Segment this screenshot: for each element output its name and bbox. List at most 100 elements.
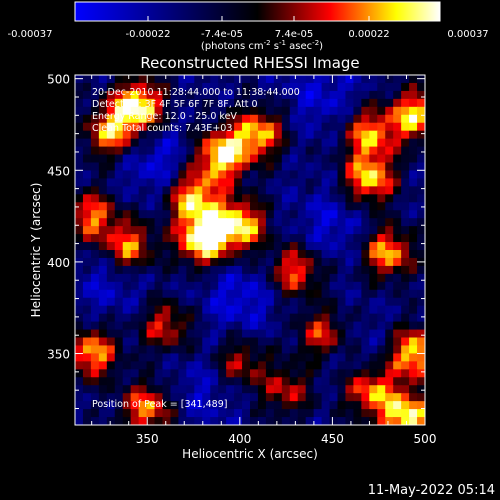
heatmap-cell — [289, 257, 299, 267]
heatmap-cell — [353, 170, 362, 179]
heatmap-cell — [273, 321, 283, 331]
heatmap-cell — [401, 369, 410, 378]
heatmap-cell — [138, 289, 148, 299]
heatmap-cell — [130, 210, 140, 219]
heatmap-cell — [122, 202, 132, 211]
heatmap-cell — [361, 162, 370, 172]
heatmap-cell — [265, 369, 275, 378]
heatmap-cell — [210, 82, 219, 92]
heatmap-cell — [297, 361, 307, 370]
heatmap-cell — [289, 138, 299, 148]
heatmap-cell — [305, 162, 315, 172]
heatmap-cell — [170, 130, 179, 140]
heatmap-cell — [130, 194, 140, 203]
heatmap-cell — [250, 122, 259, 132]
heatmap-cell — [242, 337, 251, 347]
heatmap-cell — [75, 329, 84, 339]
heatmap-cell — [313, 281, 323, 291]
heatmap-cell — [114, 82, 124, 92]
heatmap-cell — [265, 138, 275, 148]
heatmap-cell — [178, 353, 187, 362]
heatmap-cell — [273, 146, 283, 156]
heatmap-cell — [146, 345, 156, 354]
heatmap-cell — [114, 114, 124, 124]
heatmap-cell — [178, 162, 187, 172]
heatmap-cell — [305, 98, 315, 108]
heatmap-cell — [234, 377, 243, 386]
heatmap-cell — [162, 146, 172, 156]
heatmap-cell — [218, 369, 227, 378]
colorbar-tick-labels: -0.00037 -0.00022 -7.4e-05 7.4e-05 0.000… — [8, 29, 489, 40]
heatmap-cell — [361, 154, 370, 164]
heatmap-cell — [305, 369, 315, 378]
colorbar-tick-label: -0.00022 — [126, 29, 171, 40]
heatmap-cell — [409, 257, 418, 267]
heatmap-cell — [369, 409, 378, 418]
heatmap-cell — [393, 226, 402, 235]
heatmap-cell — [353, 114, 362, 124]
heatmap-cell — [297, 250, 307, 259]
heatmap-cell — [106, 273, 116, 283]
heatmap-cell — [154, 170, 164, 179]
heatmap-cell — [409, 138, 418, 148]
heatmap-cell — [345, 130, 354, 140]
info-energy-range: Energy Range: 12.0 - 25.0 keV — [92, 111, 237, 122]
heatmap-cell — [146, 369, 156, 378]
heatmap-cell — [178, 218, 187, 227]
heatmap-cell — [393, 345, 402, 354]
heatmap-cell — [186, 210, 195, 219]
heatmap-cell — [82, 305, 92, 315]
heatmap-cell — [273, 242, 283, 251]
heatmap-cell — [417, 234, 425, 243]
heatmap-cell — [202, 329, 211, 339]
heatmap-cell — [226, 186, 235, 195]
heatmap-cell — [250, 305, 259, 315]
heatmap-cell — [202, 393, 211, 402]
heatmap-cell — [273, 90, 283, 100]
heatmap-cell — [178, 122, 187, 132]
info-time-range: 20-Dec-2010 11:28:44.000 to 11:38:44.000 — [92, 87, 300, 98]
heatmap-cell — [297, 186, 307, 195]
heatmap-cell — [218, 186, 227, 195]
heatmap-cell — [202, 353, 211, 362]
heatmap-cell — [281, 226, 291, 235]
heatmap-cell — [98, 297, 108, 307]
heatmap-cell — [186, 313, 195, 323]
heatmap-cell — [281, 305, 291, 315]
heatmap-cell — [90, 369, 100, 378]
heatmap-cell — [210, 377, 219, 386]
heatmap-cell — [393, 385, 402, 394]
heatmap-cell — [186, 226, 195, 235]
heatmap-cell — [170, 393, 179, 402]
heatmap-cell — [90, 417, 100, 425]
heatmap-cell — [250, 393, 259, 402]
heatmap-cell — [178, 170, 187, 179]
heatmap-cell — [401, 305, 410, 315]
heatmap-cell — [170, 170, 179, 179]
heatmap-cell — [90, 186, 100, 195]
heatmap-cell — [202, 114, 211, 124]
heatmap-cell — [154, 353, 164, 362]
heatmap-cell — [90, 114, 100, 124]
colorbar-tick-label: -7.4e-05 — [201, 29, 243, 40]
heatmap-cell — [361, 353, 370, 362]
heatmap-cell — [361, 194, 370, 203]
heatmap-cell — [146, 194, 156, 203]
heatmap-cell — [401, 170, 410, 179]
heatmap-cell — [377, 154, 386, 164]
heatmap-cell — [250, 289, 259, 299]
heatmap-cell — [313, 273, 323, 283]
heatmap-cell — [162, 250, 172, 259]
heatmap-cell — [273, 417, 283, 425]
heatmap-cell — [321, 417, 331, 425]
heatmap-cell — [250, 401, 259, 410]
heatmap-cell — [154, 194, 164, 203]
heatmap-cell — [369, 194, 378, 203]
heatmap-cell — [210, 353, 219, 362]
heatmap-cell — [321, 337, 331, 347]
heatmap-cell — [321, 353, 331, 362]
heatmap-cell — [377, 401, 386, 410]
heatmap-cell — [194, 281, 203, 291]
heatmap-cell — [122, 401, 132, 410]
heatmap-cell — [401, 226, 410, 235]
